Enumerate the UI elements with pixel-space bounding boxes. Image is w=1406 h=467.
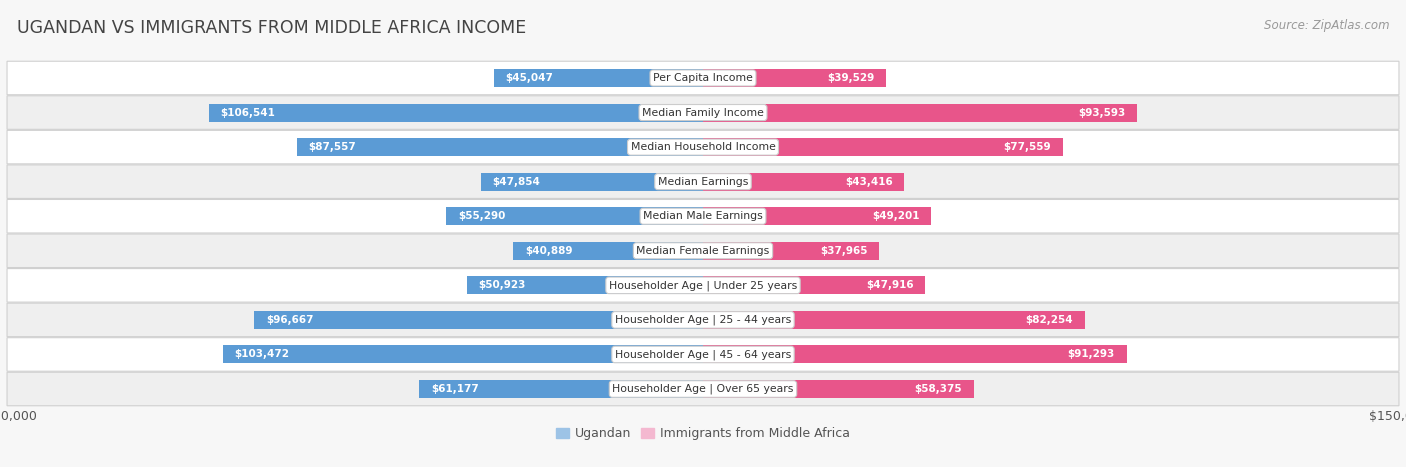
Bar	[703, 346, 1126, 363]
Text: $58,375: $58,375	[915, 384, 962, 394]
FancyBboxPatch shape	[7, 61, 1399, 95]
Bar	[703, 138, 1063, 156]
Text: Householder Age | 25 - 44 years: Householder Age | 25 - 44 years	[614, 315, 792, 325]
FancyBboxPatch shape	[7, 303, 1399, 337]
Bar	[447, 207, 703, 225]
Bar	[703, 242, 879, 260]
Text: Per Capita Income: Per Capita Income	[652, 73, 754, 83]
Bar	[208, 104, 703, 121]
Text: $49,201: $49,201	[872, 211, 920, 221]
Text: Householder Age | Over 65 years: Householder Age | Over 65 years	[612, 384, 794, 394]
Text: Source: ZipAtlas.com: Source: ZipAtlas.com	[1264, 19, 1389, 32]
Legend: Ugandan, Immigrants from Middle Africa: Ugandan, Immigrants from Middle Africa	[551, 422, 855, 445]
FancyBboxPatch shape	[7, 372, 1399, 406]
FancyBboxPatch shape	[7, 96, 1399, 129]
Text: $82,254: $82,254	[1025, 315, 1073, 325]
Text: $77,559: $77,559	[1004, 142, 1052, 152]
Text: UGANDAN VS IMMIGRANTS FROM MIDDLE AFRICA INCOME: UGANDAN VS IMMIGRANTS FROM MIDDLE AFRICA…	[17, 19, 526, 37]
Text: Median Family Income: Median Family Income	[643, 107, 763, 118]
Bar	[481, 173, 703, 191]
Bar	[419, 380, 703, 398]
Text: $61,177: $61,177	[430, 384, 478, 394]
Text: $43,416: $43,416	[845, 177, 893, 187]
Text: Median Earnings: Median Earnings	[658, 177, 748, 187]
Bar	[494, 69, 703, 87]
Bar	[703, 380, 974, 398]
Text: $103,472: $103,472	[235, 349, 290, 360]
Text: $50,923: $50,923	[478, 280, 526, 290]
FancyBboxPatch shape	[7, 199, 1399, 233]
Bar	[297, 138, 703, 156]
FancyBboxPatch shape	[7, 165, 1399, 198]
Bar	[513, 242, 703, 260]
Bar	[467, 276, 703, 294]
Text: $96,667: $96,667	[266, 315, 314, 325]
Text: $106,541: $106,541	[221, 107, 276, 118]
Bar	[703, 207, 931, 225]
Bar	[254, 311, 703, 329]
Bar	[703, 311, 1084, 329]
FancyBboxPatch shape	[7, 130, 1399, 164]
Text: $91,293: $91,293	[1067, 349, 1115, 360]
Text: $47,854: $47,854	[492, 177, 540, 187]
Text: $93,593: $93,593	[1078, 107, 1126, 118]
Text: Median Female Earnings: Median Female Earnings	[637, 246, 769, 256]
Bar	[224, 346, 703, 363]
Text: Median Male Earnings: Median Male Earnings	[643, 211, 763, 221]
Text: $45,047: $45,047	[506, 73, 554, 83]
Bar	[703, 69, 886, 87]
Text: $47,916: $47,916	[866, 280, 914, 290]
Text: $40,889: $40,889	[524, 246, 572, 256]
Text: Median Household Income: Median Household Income	[630, 142, 776, 152]
FancyBboxPatch shape	[7, 269, 1399, 302]
Bar	[703, 276, 925, 294]
Text: Householder Age | Under 25 years: Householder Age | Under 25 years	[609, 280, 797, 290]
Text: $87,557: $87,557	[308, 142, 356, 152]
Text: $55,290: $55,290	[458, 211, 505, 221]
Text: Householder Age | 45 - 64 years: Householder Age | 45 - 64 years	[614, 349, 792, 360]
Bar	[703, 173, 904, 191]
Bar	[703, 104, 1137, 121]
FancyBboxPatch shape	[7, 234, 1399, 268]
FancyBboxPatch shape	[7, 338, 1399, 371]
Text: $39,529: $39,529	[828, 73, 875, 83]
Text: $37,965: $37,965	[820, 246, 868, 256]
